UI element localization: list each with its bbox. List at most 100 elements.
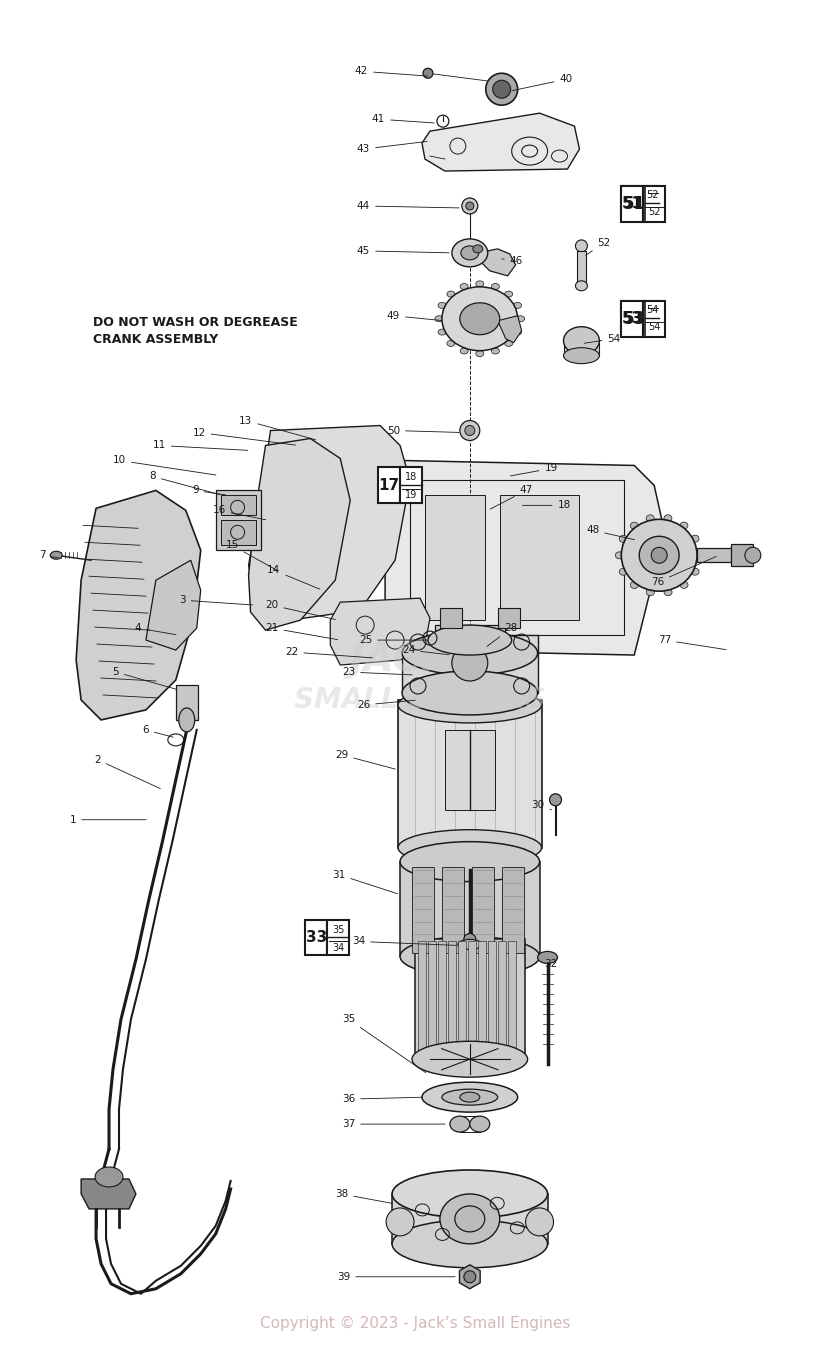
Ellipse shape (400, 937, 540, 976)
Ellipse shape (575, 280, 588, 291)
Polygon shape (81, 1179, 136, 1209)
Text: 5: 5 (112, 666, 176, 690)
Ellipse shape (465, 426, 475, 435)
Ellipse shape (455, 1206, 485, 1232)
Bar (622, 301, 643, 337)
Text: 45: 45 (357, 246, 449, 256)
Text: 51: 51 (622, 194, 646, 214)
Ellipse shape (538, 952, 558, 963)
Bar (435, 626, 505, 645)
Bar (415, 940, 525, 1059)
Ellipse shape (447, 291, 455, 296)
Text: 40: 40 (512, 75, 573, 91)
Text: 52: 52 (646, 190, 658, 200)
Ellipse shape (442, 287, 518, 351)
Ellipse shape (647, 589, 654, 596)
Ellipse shape (460, 420, 480, 441)
Polygon shape (248, 426, 410, 620)
Ellipse shape (178, 709, 195, 732)
Ellipse shape (691, 568, 699, 575)
Text: 14: 14 (267, 566, 320, 589)
Ellipse shape (442, 1089, 498, 1106)
Bar (622, 186, 659, 220)
Text: 35: 35 (342, 1015, 426, 1073)
Ellipse shape (438, 329, 446, 335)
Ellipse shape (398, 830, 541, 865)
Text: Copyright © 2023 - Jack’s Small Engines: Copyright © 2023 - Jack’s Small Engines (260, 1316, 570, 1331)
Bar (445, 730, 495, 809)
Text: 46: 46 (501, 256, 523, 265)
Bar (478, 941, 486, 1057)
Ellipse shape (652, 547, 667, 563)
Bar (305, 919, 327, 956)
Bar (410, 480, 624, 635)
Ellipse shape (450, 1117, 470, 1132)
Text: 53: 53 (622, 311, 643, 326)
Text: 10: 10 (113, 456, 216, 475)
Ellipse shape (460, 303, 500, 335)
Bar (643, 186, 665, 222)
Text: 8: 8 (149, 472, 220, 495)
Bar (428, 941, 436, 1057)
Text: 15: 15 (225, 540, 278, 571)
Bar (400, 468, 422, 503)
Text: 30: 30 (531, 800, 552, 809)
Text: 34: 34 (332, 942, 344, 952)
Ellipse shape (398, 687, 541, 724)
Ellipse shape (460, 283, 468, 290)
Ellipse shape (452, 645, 488, 681)
Ellipse shape (695, 552, 703, 559)
Ellipse shape (447, 340, 455, 347)
Ellipse shape (622, 520, 697, 592)
Text: 34: 34 (352, 937, 456, 947)
Ellipse shape (491, 348, 500, 354)
Ellipse shape (516, 316, 525, 322)
Bar (731, 544, 753, 566)
Bar (378, 468, 400, 503)
Text: 47: 47 (491, 486, 533, 509)
Bar (697, 548, 739, 562)
Ellipse shape (470, 1117, 490, 1132)
Ellipse shape (460, 1092, 480, 1102)
Bar (327, 919, 349, 956)
Polygon shape (76, 491, 201, 719)
Text: 37: 37 (342, 1119, 445, 1129)
Text: 18: 18 (522, 500, 571, 510)
Bar (392, 1194, 548, 1244)
Bar (442, 866, 464, 953)
Bar (471, 866, 494, 953)
Ellipse shape (476, 280, 484, 287)
Bar (564, 341, 599, 356)
Ellipse shape (386, 1208, 414, 1236)
Text: 36: 36 (342, 1095, 422, 1104)
Ellipse shape (392, 1220, 548, 1268)
Polygon shape (478, 249, 515, 276)
Ellipse shape (460, 348, 468, 354)
Bar (221, 495, 256, 515)
Text: 52: 52 (586, 238, 611, 256)
Ellipse shape (392, 1170, 548, 1219)
Bar (221, 521, 256, 545)
Text: 9: 9 (192, 486, 226, 495)
Polygon shape (498, 316, 521, 343)
Text: 29: 29 (335, 749, 395, 770)
Text: 50: 50 (387, 426, 459, 435)
Ellipse shape (664, 589, 672, 596)
Ellipse shape (549, 794, 562, 805)
Text: 52: 52 (648, 207, 661, 216)
Ellipse shape (564, 326, 599, 355)
Ellipse shape (619, 536, 627, 543)
Text: JACK'S: JACK'S (349, 641, 491, 679)
Ellipse shape (525, 1208, 554, 1236)
Text: 31: 31 (332, 869, 398, 894)
Bar (622, 301, 659, 335)
Bar (412, 866, 434, 953)
Text: 39: 39 (337, 1272, 455, 1281)
Ellipse shape (745, 547, 761, 563)
Bar (500, 495, 579, 620)
Text: 44: 44 (357, 201, 459, 211)
Ellipse shape (452, 239, 488, 267)
Ellipse shape (464, 1270, 476, 1282)
Text: 32: 32 (543, 959, 558, 974)
Bar (622, 186, 643, 222)
